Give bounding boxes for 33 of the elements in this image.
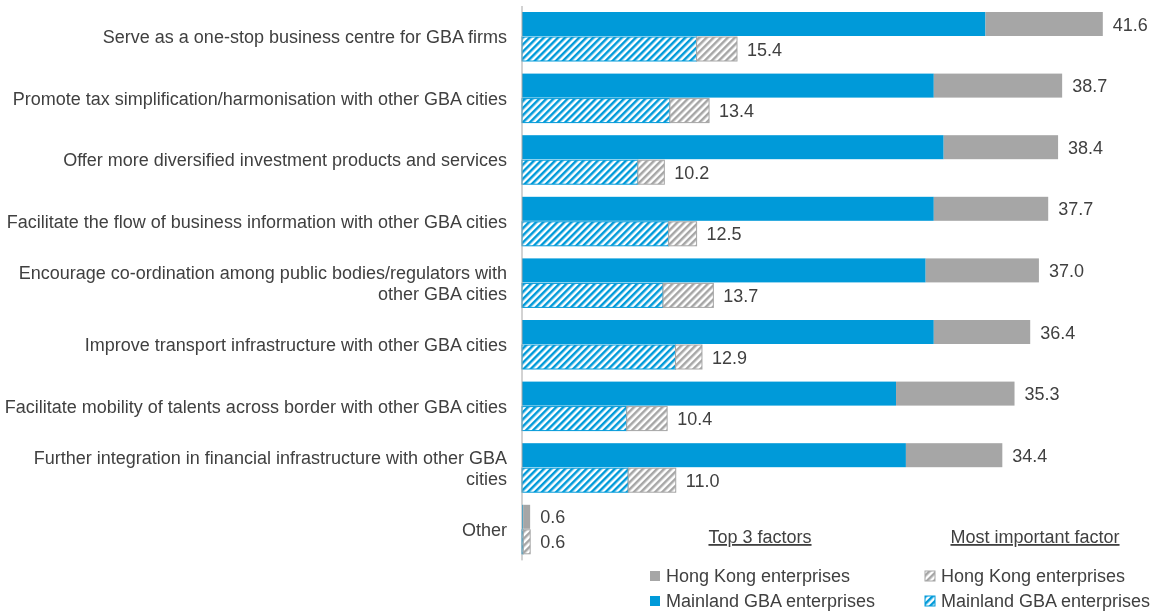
annotation: 0.6 — [540, 532, 566, 553]
legend-label: Mainland GBA enterprises — [666, 591, 876, 611]
legend-label: Hong Kong enterprises — [666, 566, 851, 586]
annotation: 10.4 — [677, 409, 713, 430]
y-tick-label: Further integration in financial infrastructure with other GBA cities — [33, 447, 507, 489]
annotation: 11.0 — [685, 470, 720, 491]
annotation: 34.4 — [1012, 445, 1048, 466]
annotation: 12.9 — [711, 347, 748, 368]
annotation: 10.2 — [674, 162, 710, 183]
y-tick-label: Offer more diversified investment products and services — [63, 150, 507, 171]
annotation: 15.4 — [747, 39, 783, 60]
annotation: 12.5 — [706, 224, 742, 245]
annotation: 0.6 — [540, 507, 566, 528]
legend-title: Most important factor — [950, 527, 1120, 547]
y-tick-label: Encourage co-ordination among public bodies/regulators with other GBA cities — [18, 262, 507, 304]
annotation: 37.0 — [1048, 260, 1084, 281]
annotation: 38.4 — [1068, 137, 1104, 158]
legend-title: Top 3 factors — [708, 527, 812, 547]
y-tick-label: Serve as a one-stop business centre for GBA firms — [102, 27, 507, 47]
y-tick-label: Promote tax simplification/harmonisation with other GBA cities — [12, 88, 507, 109]
annotation: 13.7 — [723, 285, 759, 306]
annotation: 36.4 — [1040, 322, 1076, 343]
annotation: 41.6 — [1112, 14, 1148, 35]
legend-label: Mainland GBA enterprises — [941, 591, 1151, 611]
y-tick-label: Other — [461, 519, 507, 540]
annotation: 35.3 — [1024, 384, 1060, 405]
annotation: 38.7 — [1072, 76, 1108, 97]
y-tick-label: Facilitate mobility of talents across border with other GBA cities — [4, 396, 507, 417]
legend-label: Hong Kong enterprises — [941, 566, 1126, 586]
annotation: 37.7 — [1058, 199, 1094, 220]
y-tick-label: Facilitate the flow of business information with other GBA cities — [6, 211, 507, 232]
annotation: 13.4 — [719, 101, 755, 122]
y-tick-label: Improve transport infrastructure with other GBA cities — [84, 335, 507, 355]
